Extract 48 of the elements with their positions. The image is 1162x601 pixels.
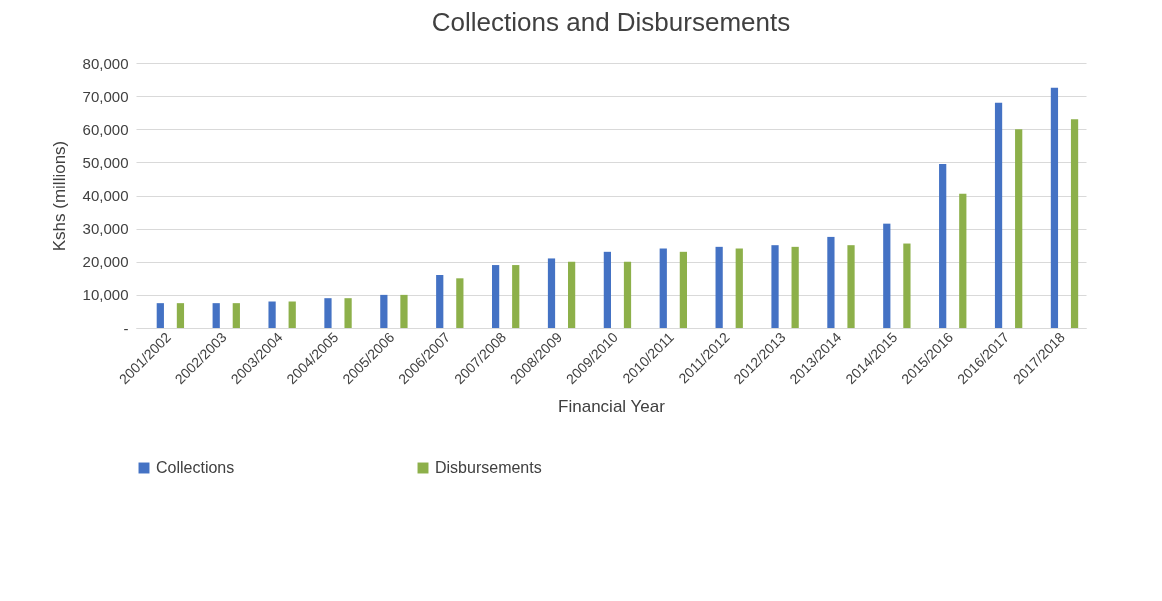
chart-title: Collections and Disbursements — [431, 7, 791, 37]
y-tick-label: 10,000 — [82, 286, 129, 304]
legend-label: Collections — [156, 459, 235, 476]
bar — [735, 248, 743, 328]
y-tick-label: 70,000 — [82, 87, 129, 105]
bar — [1070, 119, 1079, 328]
bar — [959, 193, 967, 328]
bar — [903, 243, 911, 328]
y-tick-label: 50,000 — [82, 153, 129, 171]
bar — [491, 265, 500, 328]
y-tick-label: 60,000 — [82, 120, 129, 138]
legend-label: Disbursements — [435, 459, 542, 476]
bar — [771, 245, 779, 328]
bar — [659, 248, 667, 328]
bar — [232, 303, 240, 328]
bar — [324, 298, 332, 328]
bar — [156, 303, 164, 328]
bar — [567, 261, 576, 328]
bar — [791, 246, 799, 328]
bar — [1050, 87, 1059, 328]
bar — [603, 251, 611, 328]
bar — [847, 245, 855, 328]
bar — [623, 261, 632, 328]
y-axis-title: Kshs (millions) — [49, 140, 69, 252]
bar — [715, 246, 723, 328]
bar — [994, 102, 1003, 328]
bar — [380, 294, 388, 328]
y-tick-label: 30,000 — [82, 220, 129, 238]
bar — [512, 265, 520, 328]
bar — [883, 223, 891, 328]
bar — [344, 298, 352, 328]
y-tick-label: 40,000 — [82, 187, 129, 204]
y-tick-label: 80,000 — [82, 54, 129, 72]
bar — [456, 278, 464, 328]
bar — [679, 251, 687, 328]
bar — [288, 301, 296, 328]
bar — [939, 164, 947, 328]
bar — [547, 258, 556, 328]
y-tick-label: - — [123, 319, 129, 337]
bar — [436, 275, 444, 328]
bar — [400, 294, 408, 328]
bar — [176, 303, 185, 328]
bar — [212, 303, 220, 328]
bar — [827, 236, 835, 328]
bar — [1015, 129, 1023, 328]
x-axis-title: Financial Year — [558, 397, 666, 417]
bar — [268, 301, 276, 328]
y-tick-label: 20,000 — [82, 253, 129, 271]
